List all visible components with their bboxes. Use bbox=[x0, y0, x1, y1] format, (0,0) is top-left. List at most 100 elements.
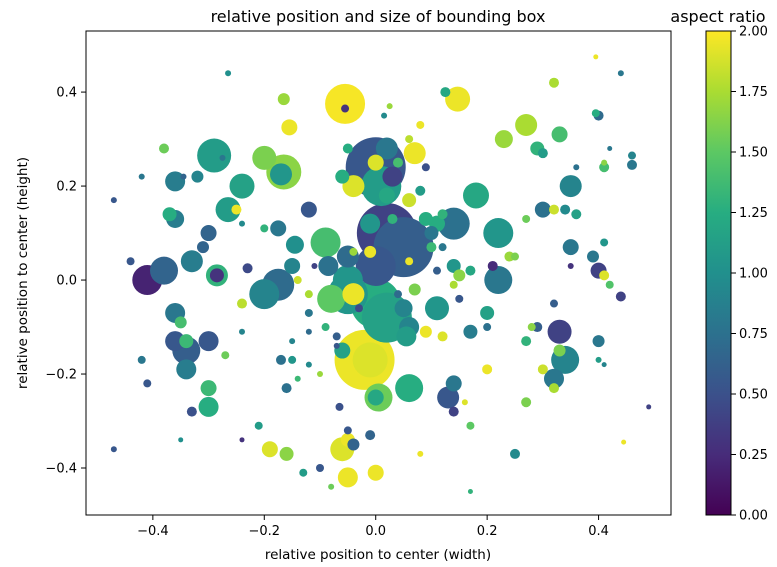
scatter-point bbox=[299, 468, 308, 477]
scatter-point bbox=[551, 126, 568, 143]
y-tick-label: 0.4 bbox=[56, 86, 77, 101]
scatter-point bbox=[417, 450, 424, 457]
scatter-point bbox=[395, 374, 424, 403]
scatter-point bbox=[231, 204, 242, 215]
scatter-point bbox=[343, 426, 352, 435]
scatter-point bbox=[415, 185, 426, 196]
scatter-point bbox=[305, 328, 312, 335]
scatter-point bbox=[445, 375, 462, 392]
scatter-point bbox=[587, 250, 599, 263]
scatter-point bbox=[419, 325, 432, 338]
scatter-point bbox=[402, 193, 417, 208]
scatter-point bbox=[605, 280, 614, 289]
scatter-point bbox=[200, 225, 217, 242]
scatter-point bbox=[599, 270, 610, 281]
scatter-point bbox=[461, 399, 468, 406]
scatter-point bbox=[215, 197, 241, 223]
scatter-point bbox=[393, 157, 403, 168]
scatter-point bbox=[455, 294, 464, 303]
scatter-point bbox=[293, 276, 302, 285]
scatter-point bbox=[186, 406, 197, 417]
scatter-point bbox=[601, 159, 608, 166]
scatter-point bbox=[341, 104, 350, 113]
scatter-point bbox=[599, 162, 610, 173]
scatter-point bbox=[484, 266, 513, 295]
scatter-point bbox=[328, 483, 335, 490]
scatter-point bbox=[440, 87, 451, 98]
scatter-point bbox=[197, 241, 209, 254]
colorbar-tick-label: 1.75 bbox=[739, 85, 768, 100]
scatter-point bbox=[198, 331, 219, 352]
scatter-point bbox=[483, 323, 492, 332]
scatter-point bbox=[304, 290, 313, 299]
scatter-point bbox=[487, 260, 498, 271]
scatter-point bbox=[337, 467, 358, 488]
scatter-point bbox=[592, 335, 605, 348]
scatter-point bbox=[453, 269, 466, 282]
scatter-point bbox=[466, 421, 475, 430]
scatter-point bbox=[342, 143, 353, 154]
scatter-point bbox=[482, 364, 493, 375]
scatter-point bbox=[360, 213, 381, 234]
scatter-point bbox=[311, 262, 318, 269]
scatter-point bbox=[387, 213, 398, 224]
scatter-point bbox=[321, 323, 330, 332]
scatter-point bbox=[364, 245, 377, 258]
scatter-point bbox=[252, 145, 277, 170]
scatter-point bbox=[209, 268, 224, 283]
scatter-point bbox=[416, 120, 425, 129]
scatter-point bbox=[547, 319, 572, 344]
scatter-point bbox=[197, 138, 232, 173]
scatter-point bbox=[317, 284, 346, 313]
scatter-point bbox=[550, 299, 558, 308]
scatter-point bbox=[191, 170, 204, 183]
colorbar-tick-label: 0.75 bbox=[739, 327, 768, 342]
scatter-point bbox=[549, 204, 559, 215]
scatter-point bbox=[621, 439, 627, 445]
y-tick-label: 0.2 bbox=[56, 180, 77, 195]
plot-frame bbox=[85, 30, 672, 516]
scatter-point bbox=[560, 204, 571, 215]
scatter-point bbox=[229, 173, 255, 199]
scatter-point bbox=[562, 239, 579, 256]
colorbar-ticks: 0.00 0.25 0.50 0.75 1.00 1.25 1.50 1.75 2.00 bbox=[731, 25, 768, 524]
scatter-point bbox=[335, 169, 350, 184]
scatter-point bbox=[465, 265, 476, 276]
scatter-point bbox=[281, 119, 298, 136]
chart-title: relative position and size of bounding b… bbox=[211, 7, 546, 26]
scatter-point bbox=[289, 338, 296, 345]
scatter-point bbox=[137, 355, 146, 364]
scatter-point bbox=[593, 54, 599, 60]
colorbar-tick-label: 1.50 bbox=[739, 146, 768, 161]
scatter-point bbox=[150, 256, 178, 285]
scatter-point bbox=[277, 93, 290, 106]
scatter-point bbox=[316, 464, 324, 473]
scatter-point bbox=[405, 257, 414, 266]
scatter-point bbox=[332, 332, 341, 341]
scatter-point bbox=[165, 331, 186, 352]
scatter-point bbox=[382, 166, 403, 187]
colorbar-tick-label: 1.25 bbox=[739, 206, 768, 221]
scatter-point bbox=[418, 211, 433, 226]
scatter-point bbox=[494, 130, 513, 149]
scatter-point bbox=[367, 154, 384, 171]
scatter-point bbox=[261, 441, 278, 458]
scatter-point bbox=[342, 283, 365, 306]
colorbar-tick-label: 1.00 bbox=[739, 267, 768, 282]
scatter-point bbox=[405, 135, 414, 144]
scatter-point bbox=[445, 86, 471, 112]
scatter-point bbox=[403, 142, 426, 165]
scatter-point bbox=[449, 280, 458, 289]
scatter-point bbox=[281, 383, 292, 394]
x-axis: −0.4 −0.2 0.0 0.2 0.4 bbox=[137, 515, 609, 539]
scatter-point bbox=[549, 77, 559, 88]
scatter-point bbox=[239, 437, 245, 443]
y-tick-label: 0.0 bbox=[56, 274, 77, 289]
scatter-point bbox=[511, 252, 519, 261]
scatter-point bbox=[239, 220, 245, 227]
scatter-point bbox=[521, 336, 532, 347]
scatter-point bbox=[437, 209, 448, 220]
scatter-point bbox=[601, 362, 607, 368]
x-tick-label: 0.0 bbox=[365, 524, 386, 539]
